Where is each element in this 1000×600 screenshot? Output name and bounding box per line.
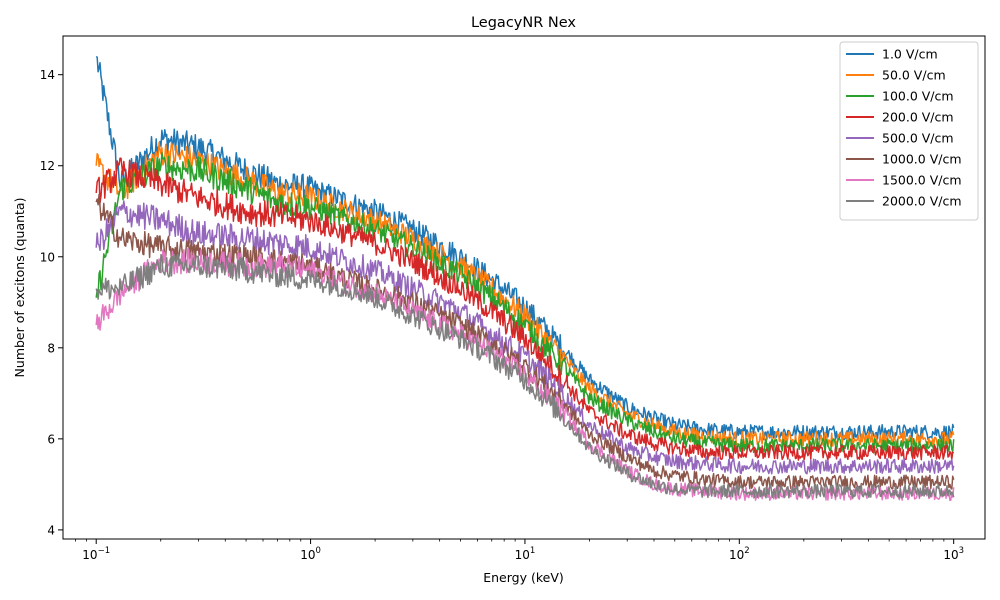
legend-box	[839, 41, 979, 221]
series-line-5	[95, 193, 955, 490]
legend-label-2: 100.0 V/cm	[882, 89, 954, 104]
y-axis: 4 6 8 10 12 14	[40, 68, 63, 537]
x-axis: 10−1 100 101 102 103	[75, 539, 964, 562]
y-tick-label-5: 14	[40, 68, 55, 82]
legend: 1.0 V/cm 50.0 V/cm 100.0 V/cm 200.0 V/cm 500…	[839, 41, 979, 221]
x-tick-label-3: 102	[729, 546, 750, 562]
y-tick-label-2: 8	[47, 341, 55, 355]
chart-title: LegacyNR Nex	[471, 15, 576, 31]
legend-label-7: 2000.0 V/cm	[882, 194, 962, 209]
series-line-7	[95, 253, 955, 499]
legend-label-4: 500.0 V/cm	[882, 131, 954, 146]
x-tick-label-2: 101	[515, 546, 536, 562]
y-tick-label-4: 12	[40, 159, 55, 173]
series-line-1	[95, 141, 955, 448]
x-tick-label-4: 103	[943, 546, 964, 562]
y-tick-label-3: 10	[40, 250, 55, 264]
legend-label-0: 1.0 V/cm	[882, 47, 938, 62]
x-tick-label-0: 10−1	[82, 546, 110, 562]
plot-frame	[62, 35, 986, 540]
y-tick-label-1: 6	[47, 432, 55, 446]
legend-label-3: 200.0 V/cm	[882, 110, 954, 125]
series-line-2	[95, 152, 955, 454]
legend-label-5: 1000.0 V/cm	[882, 152, 962, 167]
legend-label-1: 50.0 V/cm	[882, 68, 946, 83]
x-axis-label: Energy (keV)	[483, 570, 564, 585]
x-tick-label-1: 100	[300, 546, 321, 562]
y-tick-label-0: 4	[47, 523, 55, 537]
series-line-4	[95, 200, 955, 475]
plot-lines	[95, 55, 955, 502]
legend-label-6: 1500.0 V/cm	[882, 173, 962, 188]
y-axis-label: Number of excitons (quanta)	[12, 198, 27, 378]
series-line-3	[95, 157, 955, 461]
